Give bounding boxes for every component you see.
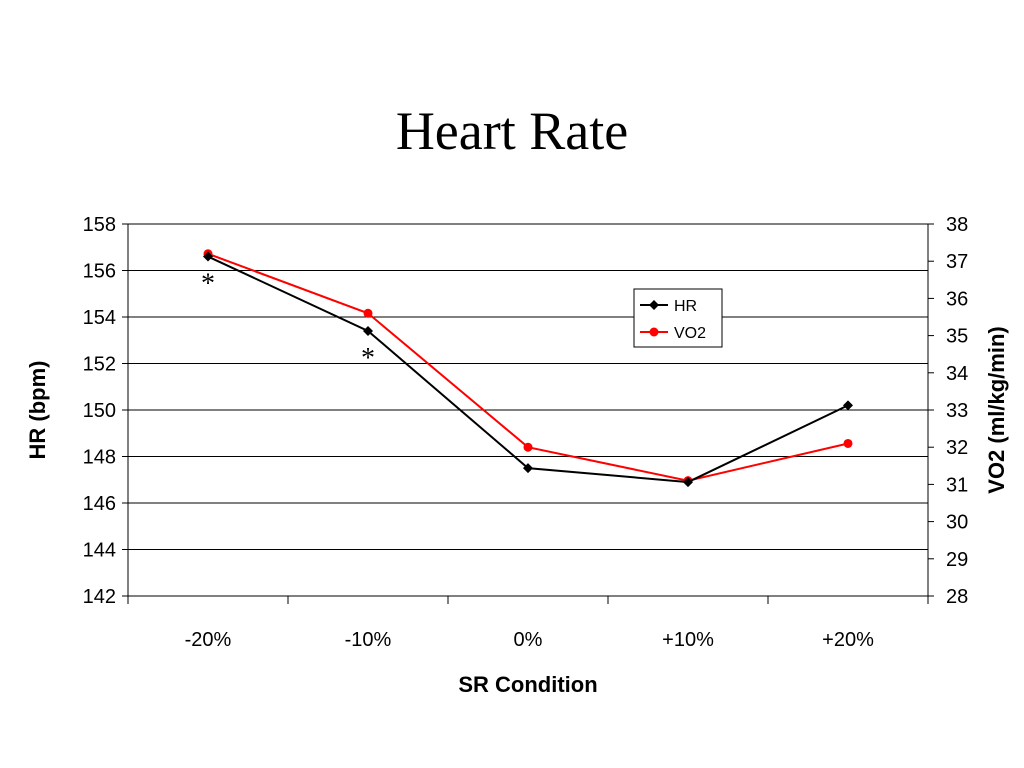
significance-asterisk: * (201, 269, 215, 300)
y2-tick-label: 33 (946, 400, 968, 422)
x-tick-label: +20% (822, 629, 874, 651)
legend-label-hr: HR (674, 298, 697, 315)
y-tick-label: 142 (83, 586, 116, 608)
y2-tick-label: 32 (946, 437, 968, 459)
y-tick-label: 144 (83, 540, 116, 562)
axes: 142 144 146 148 150 152 154 156 158 28 29 30 31 32 33 3… (83, 214, 969, 651)
legend: HR VO2 (633, 288, 723, 348)
legend-marker-hr (649, 300, 659, 310)
y-tick-label: 148 (83, 447, 116, 469)
data-point-hr (363, 325, 373, 336)
series-layer (203, 249, 853, 488)
data-point-vo2 (523, 442, 533, 452)
y2-tick-label: 34 (946, 363, 968, 385)
y2-tick-label: 38 (946, 214, 968, 236)
data-point-vo2 (843, 438, 853, 448)
x-tick-label: 0% (514, 629, 543, 651)
y2-tick-label: 31 (946, 474, 968, 496)
gridlines (128, 223, 928, 597)
data-point-vo2 (363, 308, 373, 318)
y2-tick-label: 28 (946, 586, 968, 608)
data-point-hr (843, 400, 853, 411)
data-point-hr (683, 477, 693, 488)
data-point-hr (203, 251, 213, 262)
y2-tick-label: 35 (946, 326, 968, 348)
y2-tick-label: 29 (946, 549, 968, 571)
y2-axis-title: VO2 (ml/kg/min) (984, 326, 1009, 493)
legend-box (633, 288, 723, 348)
annotations: ** (201, 269, 375, 374)
x-tick-label: +10% (662, 629, 714, 651)
legend-label-vo2: VO2 (674, 325, 706, 342)
legend-marker-vo2 (649, 327, 659, 337)
x-tick-label: -10% (345, 629, 392, 651)
y-tick-label: 156 (83, 261, 116, 283)
x-tick-label: -20% (185, 629, 232, 651)
y2-tick-label: 37 (946, 251, 968, 273)
y-tick-label: 158 (83, 214, 116, 236)
y2-tick-label: 36 (946, 288, 968, 310)
y-axis-title: HR (bpm) (25, 361, 50, 460)
significance-asterisk: * (361, 343, 375, 374)
y2-tick-label: 30 (946, 512, 968, 534)
x-axis-title: SR Condition (458, 672, 597, 697)
slide-title: Heart Rate (395, 101, 629, 161)
y-tick-label: 154 (83, 307, 116, 329)
y-tick-label: 152 (83, 354, 116, 376)
data-point-hr (523, 463, 533, 474)
y-tick-label: 146 (83, 493, 116, 515)
y-tick-label: 150 (83, 400, 116, 422)
